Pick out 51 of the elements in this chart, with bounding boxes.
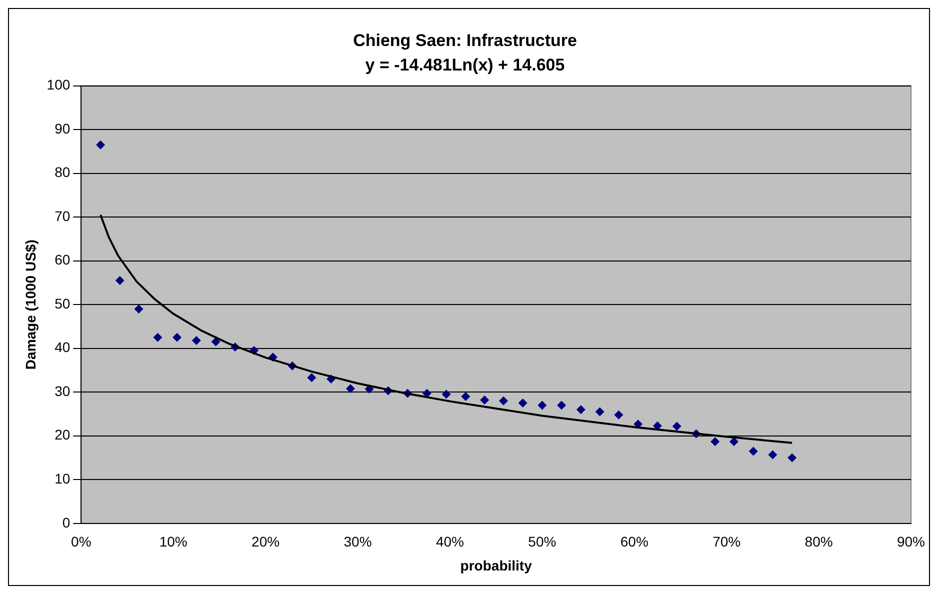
y-tick-label: 40 (54, 339, 70, 356)
x-tick-label: 20% (252, 534, 280, 550)
x-tick-label: 30% (344, 534, 372, 550)
point (211, 337, 220, 346)
point (461, 392, 470, 401)
x-tick-label: 60% (620, 534, 648, 550)
x-tick-label: 70% (712, 534, 741, 550)
point (729, 437, 738, 446)
point (557, 400, 566, 410)
y-tick-label: 100 (46, 76, 70, 93)
point (307, 373, 316, 382)
point (576, 405, 586, 414)
point (788, 453, 797, 462)
x-tick-label: 10% (159, 534, 188, 550)
x-axis-title: probability (460, 557, 532, 574)
y-tick-label: 10 (54, 470, 70, 486)
y-axis-title: Damage (1000 US$) (22, 240, 38, 370)
point (518, 398, 528, 408)
chart-title: Chieng Saen: Infrastructure (353, 30, 577, 50)
point (634, 420, 643, 429)
point (748, 446, 758, 456)
point (595, 407, 604, 416)
y-tick-label: 50 (54, 295, 70, 312)
point (672, 422, 682, 431)
point (172, 332, 182, 342)
point (346, 384, 355, 394)
point (498, 396, 508, 406)
point (710, 437, 720, 446)
y-tick-label: 0 (62, 514, 70, 530)
y-tick-label: 20 (54, 426, 70, 443)
point (768, 450, 778, 460)
chart-subtitle: y = -14.481Ln(x) + 14.605 (365, 55, 565, 74)
x-tick-label: 0% (71, 534, 92, 550)
x-tick-label: 80% (804, 534, 833, 550)
y-tick-label: 80 (54, 164, 70, 180)
point (96, 140, 106, 150)
x-tick-label: 90% (896, 534, 926, 550)
x-tick-label: 50% (528, 534, 556, 550)
point (442, 390, 451, 399)
point (614, 410, 624, 420)
point (192, 336, 201, 345)
x-tick-label: 40% (436, 534, 464, 550)
point (538, 400, 547, 410)
y-tick-label: 30 (54, 382, 70, 399)
point (134, 304, 144, 314)
y-tick-label: 90 (54, 120, 70, 136)
y-tick-label: 70 (54, 208, 70, 224)
y-tick-label: 60 (54, 252, 70, 268)
point (153, 332, 162, 342)
point (115, 276, 124, 286)
point (480, 395, 490, 404)
